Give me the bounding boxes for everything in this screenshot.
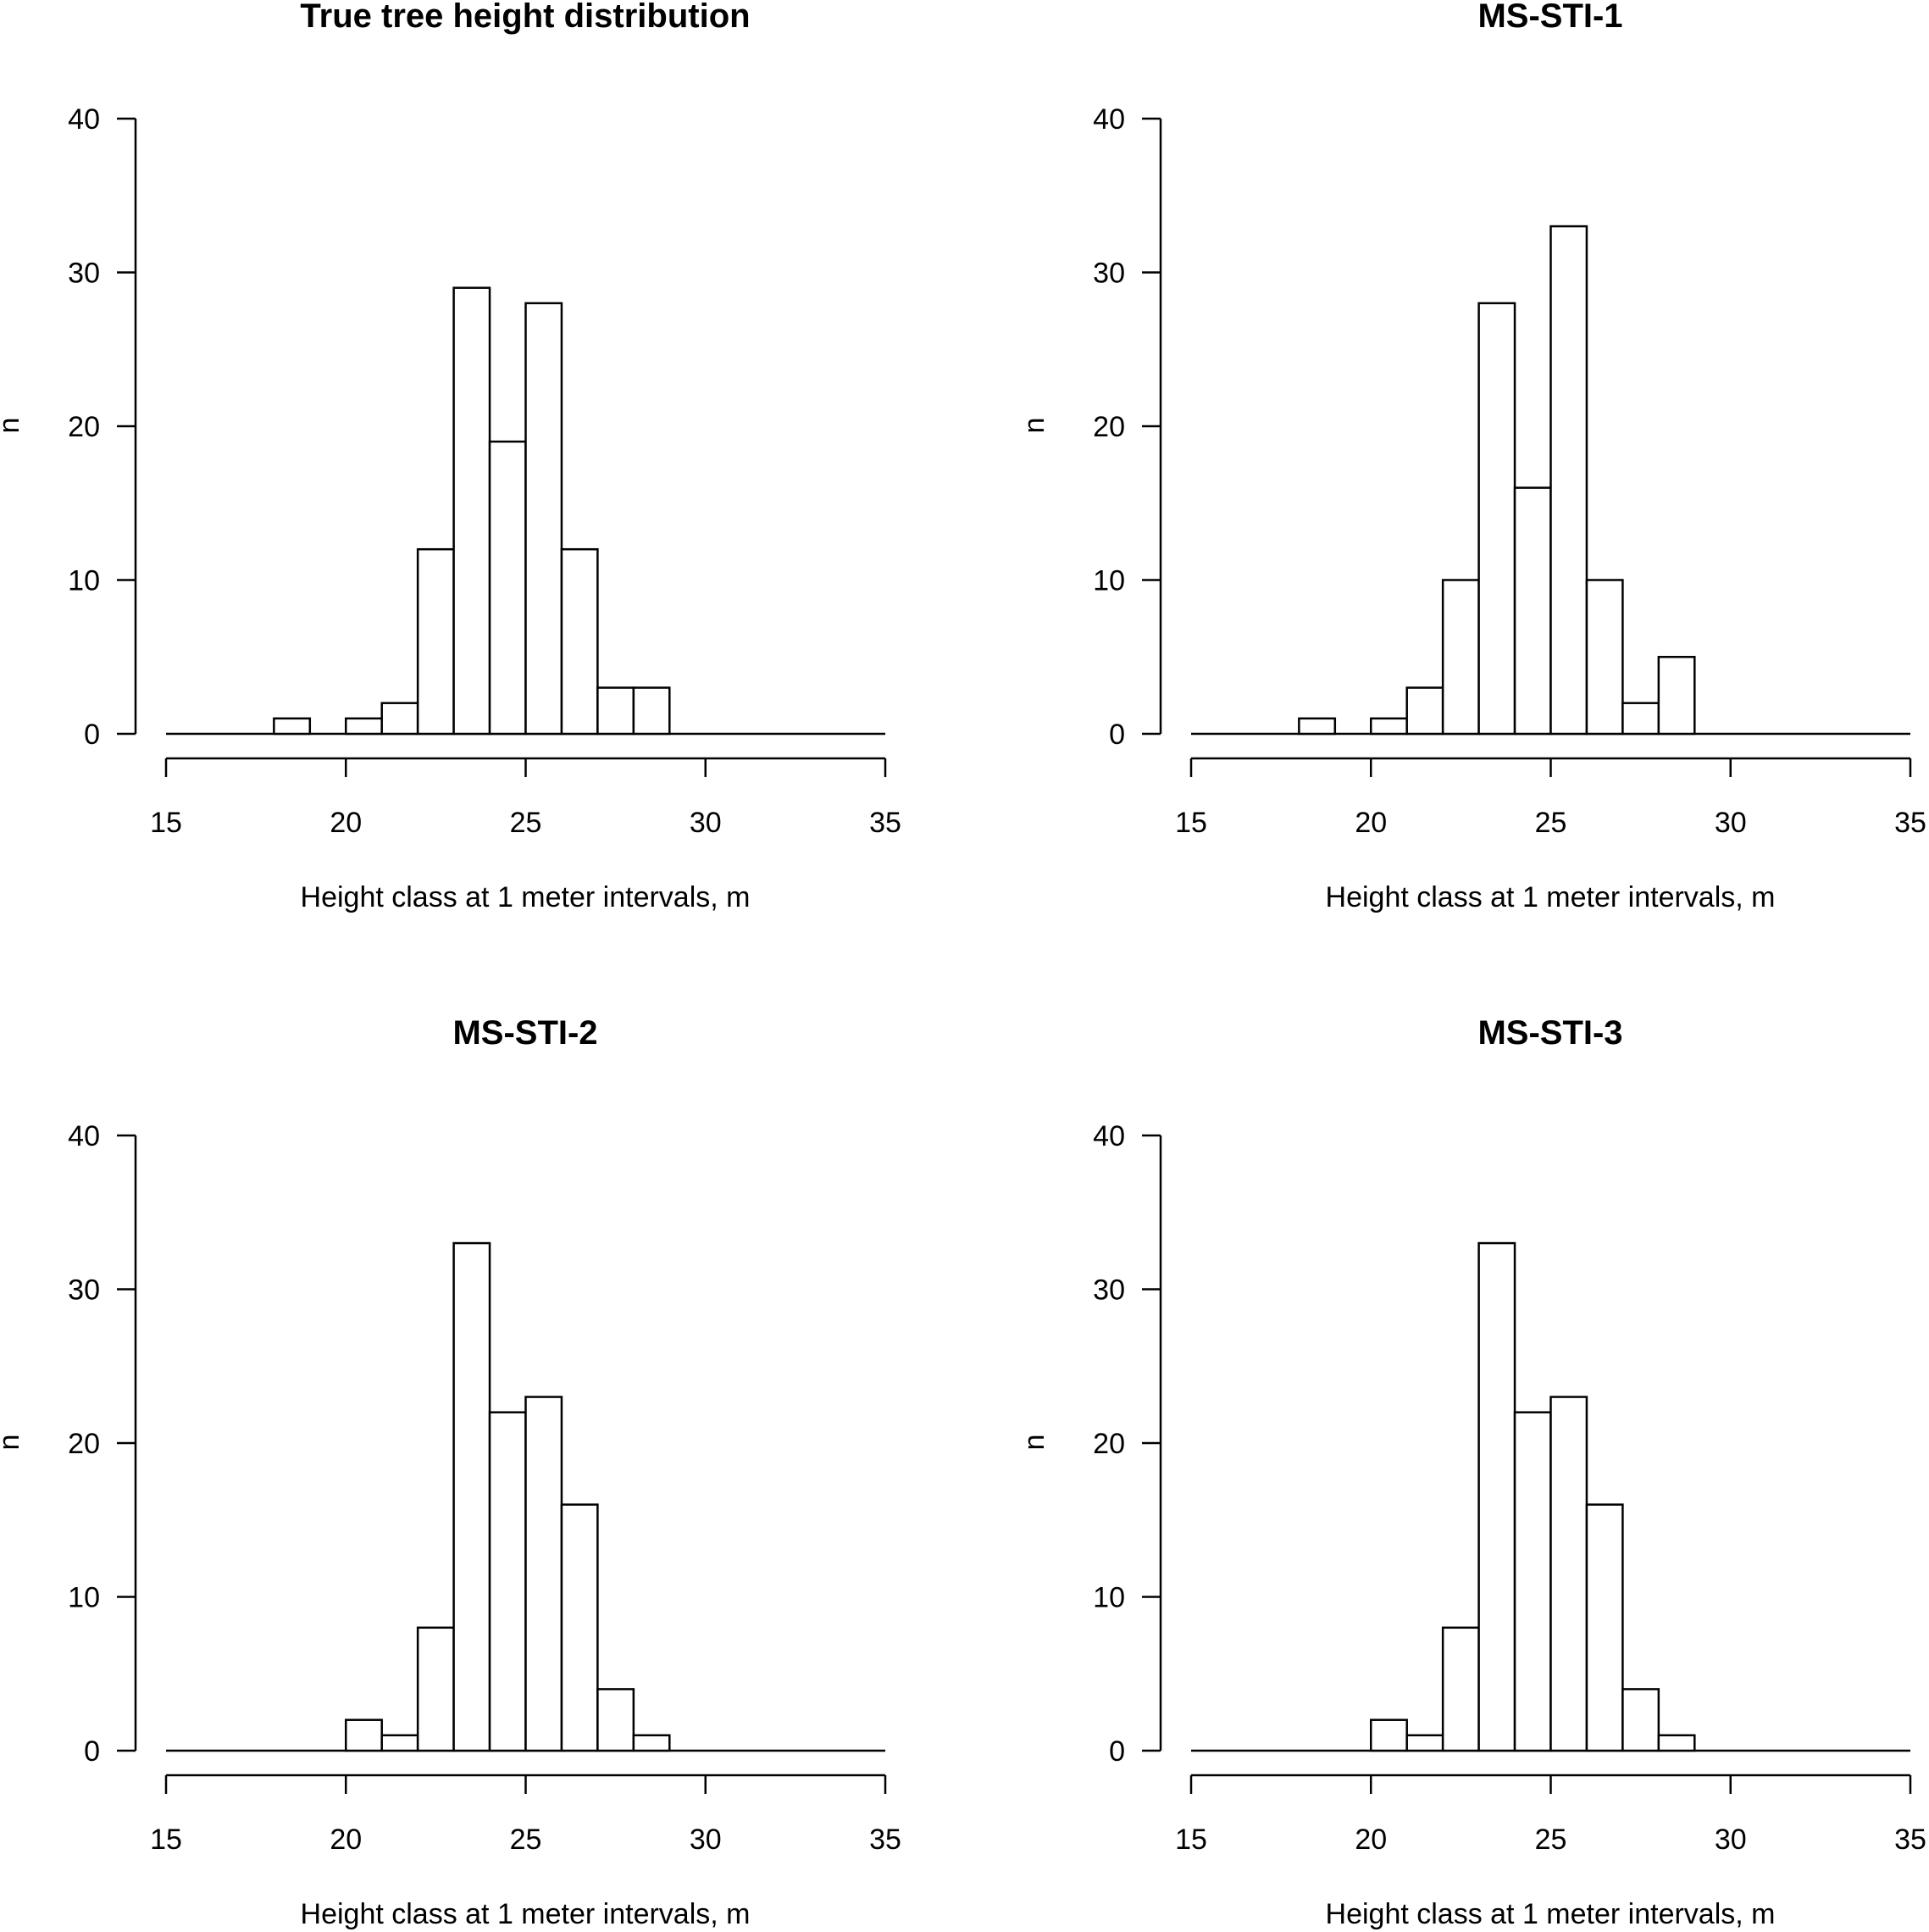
y-tick-label: 30 [68, 258, 100, 290]
histogram-bar [1621, 1688, 1660, 1752]
histogram-bar [1405, 1734, 1444, 1752]
histogram-bar [524, 302, 563, 736]
histogram-bar [560, 1503, 599, 1752]
histogram-bar [632, 686, 671, 736]
histogram-bar [596, 686, 635, 736]
histogram-panel-3: MS-STI-2 0 10 20 30 40 n 15 20 25 30 35 Height class… [0, 1014, 901, 1930]
x-tick-label: 25 [1535, 807, 1567, 839]
histogram-bar [1621, 702, 1660, 736]
histogram-bar [1549, 1396, 1588, 1752]
x-axis-label: Height class at 1 meter intervals, m [1326, 881, 1776, 913]
histogram-bar [524, 1396, 563, 1752]
y-tick-label: 10 [68, 565, 100, 597]
y-tick-label: 30 [1093, 1274, 1125, 1307]
histogram-bar [345, 717, 383, 736]
histogram-panel-4: MS-STI-3 0 10 20 30 40 n 15 20 25 30 35 Height class… [1018, 1014, 1926, 1930]
histogram-bar [1298, 717, 1337, 736]
y-axis-label: n [1018, 1435, 1050, 1451]
x-tick-label: 35 [1894, 1824, 1926, 1856]
histogram-bar [345, 1718, 383, 1752]
y-axis-label: n [0, 1435, 25, 1451]
histogram-bar [1370, 717, 1408, 736]
histogram-bar [1441, 579, 1480, 736]
chart-title: MS-STI-2 [452, 1014, 597, 1052]
histogram-bar [380, 1734, 419, 1752]
x-tick-label: 30 [690, 807, 722, 839]
histogram-bar [1477, 302, 1516, 736]
histogram-bar [1405, 686, 1444, 736]
histogram-bar [632, 1734, 671, 1752]
y-tick-label: 0 [1109, 1735, 1125, 1768]
histogram-bar [1513, 486, 1552, 736]
histogram-bar [1549, 225, 1588, 736]
chart-title: MS-STI-3 [1477, 1014, 1622, 1052]
histogram-bar [416, 1626, 455, 1752]
y-tick-label: 10 [1093, 565, 1125, 597]
y-tick-label: 40 [68, 1120, 100, 1152]
x-tick-label: 20 [1355, 1824, 1387, 1856]
histogram-bar [452, 1241, 491, 1752]
x-tick-label: 20 [1355, 807, 1387, 839]
x-tick-label: 20 [330, 807, 362, 839]
histogram-bar [1370, 1718, 1408, 1752]
chart-title: True tree height distribution [300, 0, 750, 35]
histogram-bar [1585, 579, 1624, 736]
histogram-bar [1657, 1734, 1696, 1752]
x-tick-label: 30 [690, 1824, 722, 1856]
x-tick-label: 25 [510, 807, 542, 839]
y-tick-label: 30 [68, 1274, 100, 1307]
x-tick-label: 30 [1715, 1824, 1747, 1856]
x-tick-label: 15 [1175, 807, 1207, 839]
histogram-panel-2: MS-STI-1 0 10 20 30 40 n 15 20 25 30 35 Height class… [1018, 0, 1926, 913]
y-tick-label: 40 [1093, 1120, 1125, 1152]
y-axis-label: n [1018, 418, 1050, 434]
histogram-bar [1513, 1411, 1552, 1752]
histogram-bar [1477, 1241, 1516, 1752]
x-tick-label: 35 [1894, 807, 1926, 839]
y-tick-label: 20 [1093, 411, 1125, 443]
y-axis-label: n [0, 418, 25, 434]
y-tick-label: 10 [1093, 1582, 1125, 1614]
x-tick-label: 35 [869, 807, 901, 839]
histogram-bar [488, 1411, 527, 1752]
histogram-bar [416, 547, 455, 736]
x-tick-label: 15 [150, 1824, 182, 1856]
x-tick-label: 15 [1175, 1824, 1207, 1856]
y-tick-label: 20 [68, 411, 100, 443]
x-tick-label: 30 [1715, 807, 1747, 839]
y-tick-label: 10 [68, 1582, 100, 1614]
x-tick-label: 20 [330, 1824, 362, 1856]
histogram-bar [452, 286, 491, 736]
x-tick-label: 15 [150, 807, 182, 839]
y-tick-label: 0 [1109, 719, 1125, 751]
histogram-bar [488, 440, 527, 736]
x-tick-label: 25 [1535, 1824, 1567, 1856]
x-axis-label: Height class at 1 meter intervals, m [1326, 1898, 1776, 1930]
histogram-bar [1441, 1626, 1480, 1752]
x-axis-label: Height class at 1 meter intervals, m [301, 1898, 751, 1930]
chart-title: MS-STI-1 [1477, 0, 1622, 35]
y-tick-label: 0 [84, 1735, 100, 1768]
y-tick-label: 40 [68, 103, 100, 136]
histogram-bar [380, 702, 419, 736]
histogram-bar [596, 1688, 635, 1752]
y-tick-label: 30 [1093, 258, 1125, 290]
histogram-bar [1585, 1503, 1624, 1752]
x-tick-label: 25 [510, 1824, 542, 1856]
y-tick-label: 40 [1093, 103, 1125, 136]
histogram-bar [1657, 656, 1696, 736]
x-tick-label: 35 [869, 1824, 901, 1856]
y-tick-label: 20 [68, 1428, 100, 1460]
histogram-bar [273, 717, 312, 736]
y-tick-label: 20 [1093, 1428, 1125, 1460]
histogram-panel-1: True tree height distribution 0 10 20 30 40 n 1… [0, 0, 901, 913]
histogram-bar [560, 547, 599, 736]
x-axis-label: Height class at 1 meter intervals, m [301, 881, 751, 913]
y-tick-label: 0 [84, 719, 100, 751]
